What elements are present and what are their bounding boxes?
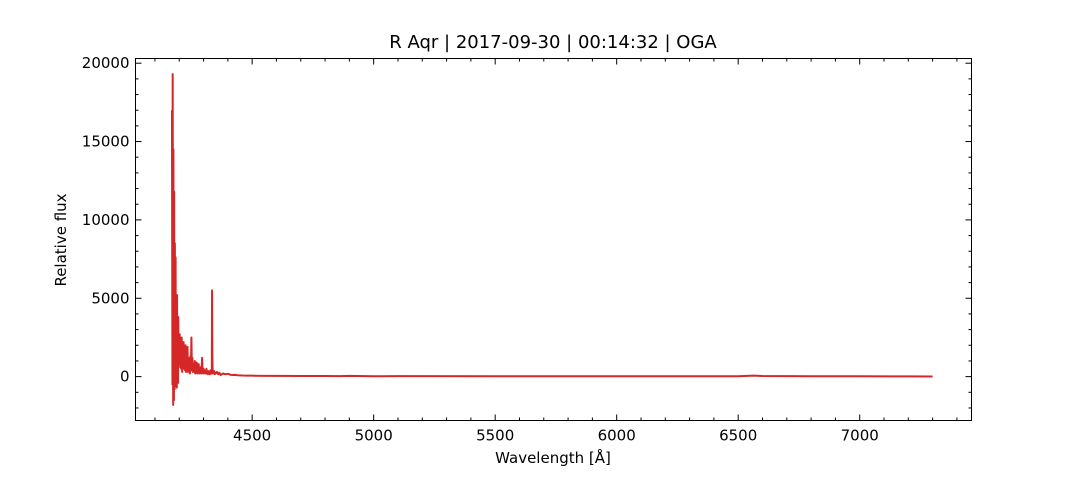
x-tick-label: 4500 [233,427,271,445]
y-tick-label: 0 [120,368,130,386]
chart-title: R Aqr | 2017-09-30 | 00:14:32 | OGA [389,32,717,53]
y-axis-label: Relative flux [52,193,70,286]
x-axis: 4500 5000 5500 6000 6500 7000 [154,58,958,445]
x-axis-label: Wavelength [Å] [495,448,611,467]
y-tick-label: 20000 [82,54,130,72]
series-line-0 [170,73,933,406]
y-tick-label: 5000 [91,289,129,307]
x-tick-label: 6500 [719,427,757,445]
plot-area [170,73,933,406]
y-tick-label: 15000 [82,133,130,151]
x-tick-label: 6000 [598,427,636,445]
x-tick-label: 5000 [355,427,393,445]
y-axis: 0 5000 10000 15000 20000 [82,54,972,409]
x-tick-label: 7000 [841,427,879,445]
plot-frame [135,58,972,421]
x-tick-label: 5500 [476,427,514,445]
y-tick-label: 10000 [82,211,130,229]
